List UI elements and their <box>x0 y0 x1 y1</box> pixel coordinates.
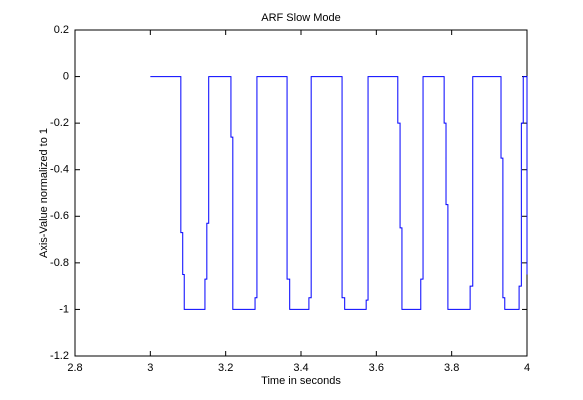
y-tick-label: 0.2 <box>54 24 69 36</box>
x-tick-label: 3.8 <box>444 362 459 374</box>
y-tick-label: -1.2 <box>50 350 69 362</box>
plot-area <box>74 29 528 357</box>
y-tick-label: -0.4 <box>50 164 69 176</box>
x-tick-label: 3.2 <box>218 362 233 374</box>
y-tick-label: -0.2 <box>50 117 69 129</box>
y-axis-label: Axis-Value normalized to 1 <box>38 128 50 258</box>
y-tick-label: -0.6 <box>50 210 69 222</box>
y-tick-label: 0 <box>63 70 69 82</box>
y-tick-label: -1 <box>59 303 69 315</box>
chart-title: ARF Slow Mode <box>261 12 340 24</box>
x-tick-label: 3.4 <box>293 362 308 374</box>
x-tick-label: 2.8 <box>67 362 82 374</box>
x-tick-label: 3.6 <box>369 362 384 374</box>
data-line <box>150 76 528 310</box>
x-tick-label: 4 <box>524 362 530 374</box>
y-tick-label: -0.8 <box>50 257 69 269</box>
x-tick-label: 3 <box>147 362 153 374</box>
x-axis-label: Time in seconds <box>261 375 341 387</box>
